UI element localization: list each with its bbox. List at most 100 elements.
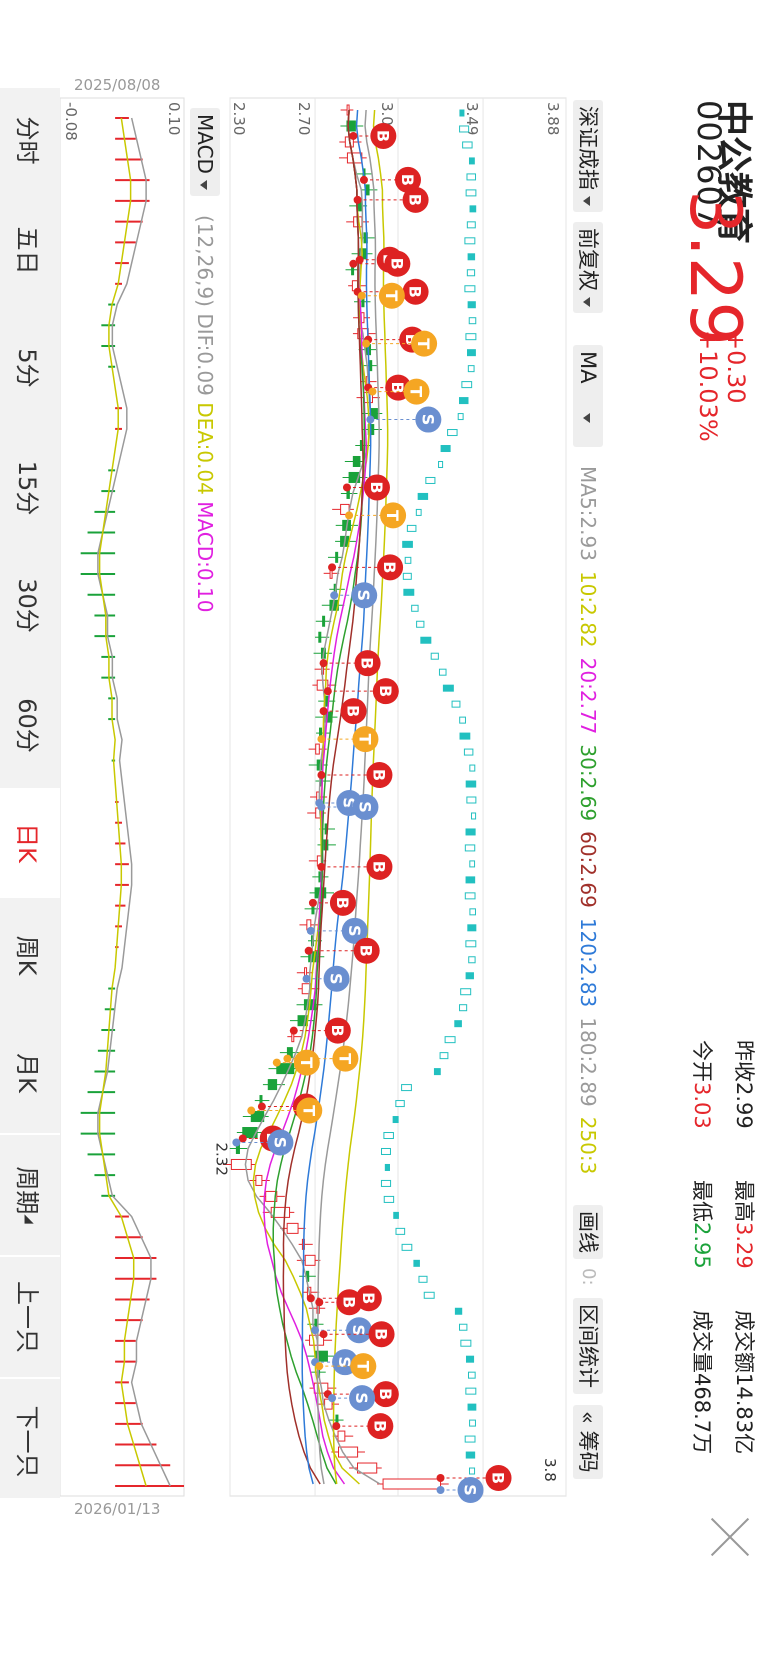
indicator-select[interactable]: MA xyxy=(573,345,603,447)
chevron-double-left-icon: « xyxy=(576,1411,600,1424)
signal-dot xyxy=(349,131,358,140)
compare-candle xyxy=(430,652,439,660)
signal-dot xyxy=(257,1102,266,1111)
compare-candle xyxy=(469,1419,476,1427)
compare-candle xyxy=(459,125,470,133)
close-button[interactable] xyxy=(702,1510,758,1566)
tab-6[interactable]: 日K xyxy=(0,788,60,898)
compare-candle xyxy=(381,1147,391,1155)
tab-label: 上一只 xyxy=(13,1281,42,1353)
signal-label: T xyxy=(299,1105,318,1116)
tab-0[interactable]: 分时 xyxy=(0,88,60,193)
signal-label: S xyxy=(418,414,437,426)
signal-badge-S xyxy=(457,1477,484,1503)
signal-label: T xyxy=(406,386,425,397)
tab-4[interactable]: 30分 xyxy=(0,548,60,663)
adjust-select[interactable]: 前复权 xyxy=(573,222,603,313)
corner-icon: ◢ xyxy=(23,1214,37,1224)
tab-2[interactable]: 5分 xyxy=(0,308,60,428)
tab-5[interactable]: 60分 xyxy=(0,663,60,788)
tab-11[interactable]: 下一只 xyxy=(0,1377,60,1504)
low-value: 2.95 xyxy=(690,1222,714,1269)
signal-badge-B xyxy=(402,186,429,213)
compare-candle xyxy=(406,524,417,532)
compare-candle xyxy=(395,1227,406,1235)
index-compare-select[interactable]: 深证成指 xyxy=(573,100,603,212)
tab-7[interactable]: 周K xyxy=(0,898,60,1013)
compare-candle xyxy=(464,237,476,245)
signal-badge-B xyxy=(355,1285,382,1312)
signal-badge-S xyxy=(415,406,442,433)
signal-dot xyxy=(306,926,315,935)
ma-legend-item: 60:2.69 xyxy=(576,831,600,908)
indicator-label: MA xyxy=(576,351,600,384)
compare-candle xyxy=(468,157,475,165)
tab-3[interactable]: 15分 xyxy=(0,428,60,548)
compare-candle xyxy=(465,1451,476,1459)
prev-close-label: 昨收 xyxy=(732,1040,756,1082)
compare-candle xyxy=(469,1467,476,1475)
compare-candle xyxy=(466,349,476,357)
compare-candle xyxy=(384,1163,390,1171)
signal-label: B xyxy=(358,657,377,669)
compare-candle xyxy=(401,1243,413,1251)
range-stats-button[interactable]: 区间统计 xyxy=(573,1298,603,1394)
compare-candle xyxy=(466,796,477,804)
chips-button[interactable]: « 筹码 xyxy=(573,1405,603,1479)
candle-body xyxy=(318,631,322,643)
macd-legend: (12,26,9) DIF:0.09 DEA:0.04 MACD:0.10 xyxy=(190,215,220,612)
turnover-label: 成交额 xyxy=(732,1310,756,1373)
macd-panel-frame xyxy=(59,97,185,1497)
tab-label: 30分 xyxy=(13,578,42,633)
signal-label: B xyxy=(387,258,406,270)
signal-dot xyxy=(436,1486,445,1494)
candle-body xyxy=(346,152,363,164)
candle-body xyxy=(242,1127,258,1139)
signal-badge-B xyxy=(402,278,429,305)
price-tick-label: 2.70 xyxy=(295,102,313,135)
ma-legend: MA5:2.93 10:2.82 20:2.77 30:2.69 60:2.69 120:… xyxy=(573,466,603,1184)
signal-badge-B xyxy=(394,166,421,193)
compare-candle xyxy=(465,876,476,884)
signal-badge-B xyxy=(354,650,381,677)
signal-badge-S xyxy=(352,793,379,820)
signal-dot xyxy=(355,255,364,264)
signal-label: B xyxy=(369,769,388,781)
draw-line-label: 画线 xyxy=(576,1211,600,1253)
signal-badge-B xyxy=(384,250,411,277)
compare-candle xyxy=(420,636,432,644)
signal-label: T xyxy=(297,1057,316,1068)
draw-line-button[interactable]: 画线 xyxy=(573,1205,603,1259)
price-change-pct: +10.03% xyxy=(694,330,722,442)
compare-candle xyxy=(466,173,477,181)
signal-badge-S xyxy=(341,917,368,944)
signal-badge-T xyxy=(378,282,405,309)
tab-10[interactable]: 上一只 xyxy=(0,1255,60,1377)
compare-candle xyxy=(468,956,476,964)
compare-candle xyxy=(447,429,458,437)
signal-badge-S xyxy=(346,1317,373,1344)
signal-label: B xyxy=(357,945,376,957)
compare-candle xyxy=(467,365,475,373)
tab-label: 下一只 xyxy=(13,1405,42,1478)
signal-dot xyxy=(319,659,328,668)
compare-candle xyxy=(425,476,436,484)
compare-candle xyxy=(467,1371,476,1379)
signal-badge-B xyxy=(377,554,404,581)
open-label: 今开 xyxy=(690,1040,714,1082)
candle-body xyxy=(365,184,370,196)
signal-badge-T xyxy=(411,330,438,357)
signal-dot xyxy=(359,175,368,184)
signal-label: S xyxy=(270,1137,289,1149)
compare-candle xyxy=(411,604,419,612)
tab-8[interactable]: 月K xyxy=(0,1013,60,1133)
tab-9[interactable]: 周期 ◢ xyxy=(0,1133,60,1255)
macd-select[interactable]: MACD xyxy=(190,108,220,196)
compare-candle xyxy=(460,988,472,996)
compare-candle xyxy=(444,1036,456,1044)
volume-stat: 成交量468.7万 xyxy=(688,1310,718,1454)
tab-1[interactable]: 五日 xyxy=(0,193,60,308)
signal-dot xyxy=(323,687,332,696)
